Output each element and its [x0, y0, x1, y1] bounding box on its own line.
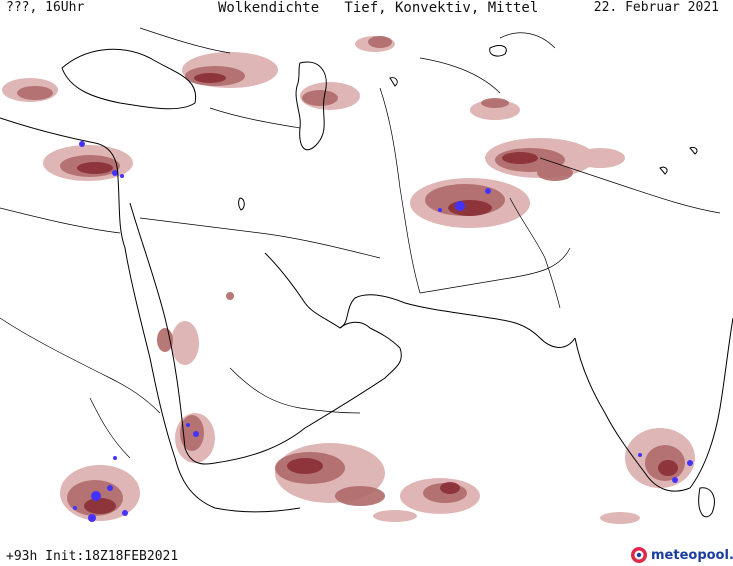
brand-text: meteopool.org	[651, 547, 733, 563]
forecast-date: 22. Februar 2021	[593, 0, 719, 15]
init-time-label: +93h Init:18Z18FEB2021	[6, 549, 179, 564]
globe-icon	[631, 547, 647, 563]
convective-cells	[73, 141, 693, 522]
map-title: Wolkendichte Tief, Konvektiv, Mittel	[218, 0, 539, 16]
cloud-density-map	[0, 18, 733, 524]
brand-logo: meteopool.org	[630, 544, 733, 566]
coastlines-layer	[0, 27, 733, 518]
run-time-label: ???, 16Uhr	[6, 0, 85, 15]
